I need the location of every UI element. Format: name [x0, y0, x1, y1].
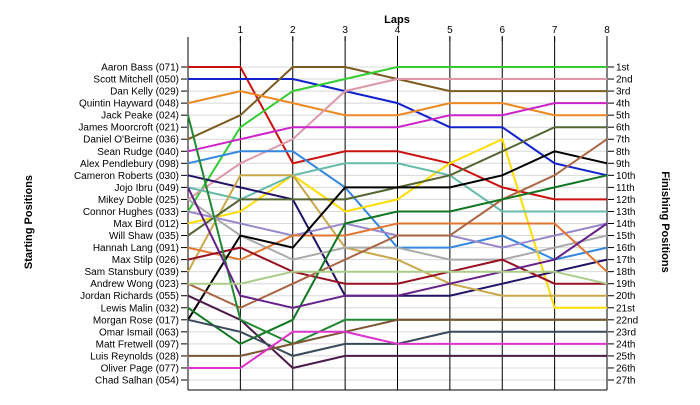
- starting-label: Sean Rudge (040): [97, 147, 179, 158]
- finishing-label: 11th: [616, 183, 635, 194]
- finishing-label: 12th: [616, 195, 635, 206]
- series-line-2: [188, 78, 608, 177]
- finishing-label: 26th: [616, 363, 635, 374]
- starting-label: Jojo Ibru (049): [115, 183, 179, 194]
- starting-label: Sam Stansbury (039): [85, 267, 180, 278]
- series-line-23: [187, 186, 608, 309]
- lap-tick-label: 1: [238, 25, 244, 36]
- finishing-label: 15th: [616, 231, 635, 242]
- lap-tick-label: 8: [604, 25, 610, 36]
- series-line-7: [187, 102, 607, 153]
- starting-label: Jordan Richards (055): [80, 291, 179, 302]
- finishing-label: 21st: [616, 303, 635, 314]
- lap-tick-label: 6: [499, 25, 505, 36]
- starting-label: Mikey Doble (025): [98, 195, 179, 206]
- starting-label: Morgan Rose (017): [93, 315, 179, 326]
- starting-label: Cameron Roberts (030): [74, 171, 179, 182]
- starting-label: Luis Reynolds (028): [90, 351, 179, 362]
- series-line-5: [187, 90, 607, 117]
- series-line-18: [187, 246, 607, 285]
- series-line-21: [187, 174, 608, 346]
- finishing-label: 6th: [616, 123, 630, 134]
- finishing-label: 3rd: [616, 87, 630, 98]
- lap-tick-label: 5: [447, 25, 453, 36]
- lap-tick-label: 4: [395, 25, 401, 36]
- starting-label: Andrew Wong (023): [90, 279, 179, 290]
- finishing-label: 19th: [616, 279, 635, 290]
- series-line-26: [188, 330, 607, 369]
- starting-label: Connor Hughes (033): [83, 207, 179, 218]
- starting-label: Jack Peake (024): [101, 111, 179, 122]
- finishing-label: 22nd: [616, 315, 638, 326]
- series-line-16: [187, 222, 608, 273]
- starting-label: Alex Pendlebury (098): [80, 159, 179, 170]
- finishing-label: 24th: [616, 339, 635, 350]
- lap-tick-label: 2: [290, 25, 296, 36]
- starting-label: Chad Salhan (054): [95, 376, 179, 387]
- finishing-label: 13th: [616, 207, 635, 218]
- finishing-label: 23rd: [616, 327, 636, 338]
- starting-label: Quintin Hayward (048): [79, 99, 179, 110]
- series-line-17: [187, 150, 608, 321]
- starting-label: Dan Kelly (029): [110, 87, 179, 98]
- finishing-label: 25th: [616, 351, 635, 362]
- finishing-label: 5th: [616, 111, 630, 122]
- series-layer: [187, 66, 608, 370]
- finishing-label: 20th: [616, 291, 635, 302]
- starting-label: Daniel O'Beirne (036): [83, 135, 179, 146]
- starting-label: Max Stilp (026): [112, 255, 179, 266]
- series-line-12: [187, 174, 607, 297]
- finishing-label: 27th: [616, 376, 635, 387]
- finishing-label: 8th: [616, 147, 630, 158]
- finishing-label: 2nd: [616, 75, 633, 86]
- finishing-label: 1st: [616, 63, 630, 74]
- series-line-15: [187, 198, 608, 261]
- starting-label: Scott Mitchell (050): [93, 75, 179, 86]
- finishing-label: 9th: [616, 159, 630, 170]
- finishing-label: 10th: [616, 171, 635, 182]
- finishing-label: 4th: [616, 99, 630, 110]
- finishing-label: 7th: [616, 135, 630, 146]
- starting-label: Max Bird (012): [113, 219, 179, 230]
- starting-label: Hannah Lang (091): [93, 243, 179, 254]
- starting-label: Matt Fretwell (097): [96, 339, 179, 350]
- starting-label: Aaron Bass (071): [101, 63, 179, 74]
- series-line-6: [187, 78, 607, 201]
- finishing-label: 18th: [616, 267, 635, 278]
- starting-label: Omar Ismail (063): [99, 327, 179, 338]
- series-line-4: [187, 66, 607, 213]
- left-axis-title: Starting Positions: [23, 175, 35, 269]
- lap-tick-label: 7: [552, 25, 558, 36]
- starting-label: Lewis Malin (032): [101, 303, 179, 314]
- starting-label: James Moorcroft (021): [78, 123, 179, 134]
- finishing-label: 14th: [616, 219, 635, 230]
- series-line-25: [188, 318, 607, 357]
- right-axis-title: Finishing Positions: [659, 171, 671, 272]
- finishing-label: 17th: [616, 255, 635, 266]
- starting-position-labels: Aaron Bass (071)Scott Mitchell (050)Dan …: [74, 63, 187, 387]
- starting-label: Will Shaw (035): [109, 231, 179, 242]
- starting-label: Oliver Page (077): [101, 363, 179, 374]
- finishing-label: 16th: [616, 243, 635, 254]
- lap-tick-labels: 1 2 3 4 5 6 7 8: [238, 25, 610, 41]
- x-axis-title: Laps: [384, 14, 410, 26]
- series-line-27: [188, 270, 608, 285]
- finishing-position-labels: 1st2nd3rd4th5th6th7th8th9th10th11th12th1…: [608, 63, 638, 387]
- lap-tick-label: 3: [342, 25, 348, 36]
